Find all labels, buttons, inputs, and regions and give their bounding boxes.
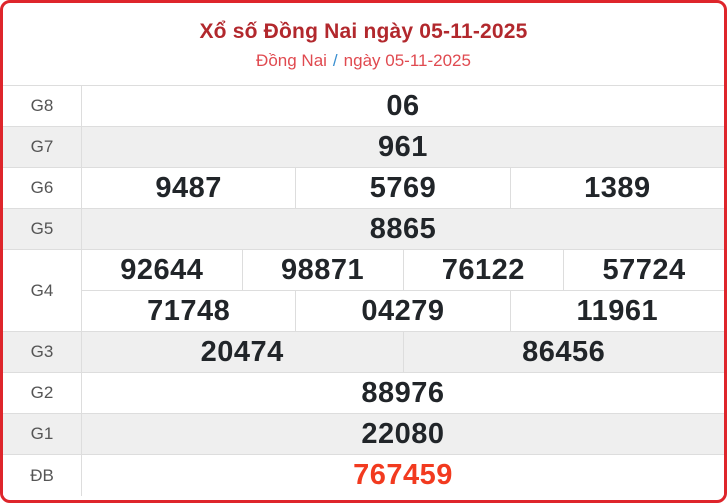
prize-number: 92644 [120,253,204,286]
special-prize-number: 767459 [353,459,453,491]
table-row-db: ĐB 767459 [3,455,724,496]
table-row-g6: G6 9487 5769 1389 [3,168,724,209]
prize-number: 76122 [402,250,564,290]
table-row-g5: G5 8865 [3,209,724,250]
breadcrumb: Đồng Nai / ngày 05-11-2025 [256,51,471,71]
prize-label: ĐB [3,455,82,496]
prize-number: 20474 [200,335,284,368]
table-row-g3: G3 20474 86456 [3,332,724,373]
prize-label: G2 [3,373,82,413]
prize-number: 04279 [295,291,509,331]
prize-number: 86456 [402,332,725,372]
table-row-g7: G7 961 [3,127,724,168]
card-header: Xổ số Đồng Nai ngày 05-11-2025 Đồng Nai … [3,3,724,86]
prize-number: 88976 [361,376,445,409]
prize-number: 9487 [155,171,222,204]
prize-number: 11961 [509,291,724,331]
prize-number: 961 [378,130,428,163]
prize-label: G1 [3,414,82,454]
page-title: Xổ số Đồng Nai ngày 05-11-2025 [199,19,528,43]
breadcrumb-date-link[interactable]: ngày 05-11-2025 [343,50,471,70]
prize-label: G7 [3,127,82,167]
prize-label: G8 [3,86,82,126]
prize-label: G5 [3,209,82,249]
g4-line-2: 71748 04279 11961 [82,291,724,331]
breadcrumb-separator: / [332,50,338,70]
results-table: G8 06 G7 961 G6 9487 5769 1389 G5 8865 [3,86,724,500]
prize-label: G4 [3,250,82,331]
breadcrumb-region-link[interactable]: Đồng Nai [256,50,327,70]
prize-number: 57724 [563,250,724,290]
g4-line-1: 92644 98871 76122 57724 [82,250,724,291]
prize-number: 71748 [147,294,231,327]
prize-number: 06 [386,89,420,122]
prize-number: 98871 [241,250,403,290]
prize-number: 8865 [369,212,437,245]
table-row-g8: G8 06 [3,86,724,127]
table-row-g1: G1 22080 [3,414,724,455]
table-row-g4: G4 92644 98871 76122 57724 71748 04279 1… [3,250,724,332]
prize-number: 1389 [509,168,724,208]
prize-label: G3 [3,332,82,372]
prize-number: 5769 [295,168,509,208]
prize-number: 22080 [361,417,445,450]
table-row-g2: G2 88976 [3,373,724,414]
prize-label: G6 [3,168,82,208]
